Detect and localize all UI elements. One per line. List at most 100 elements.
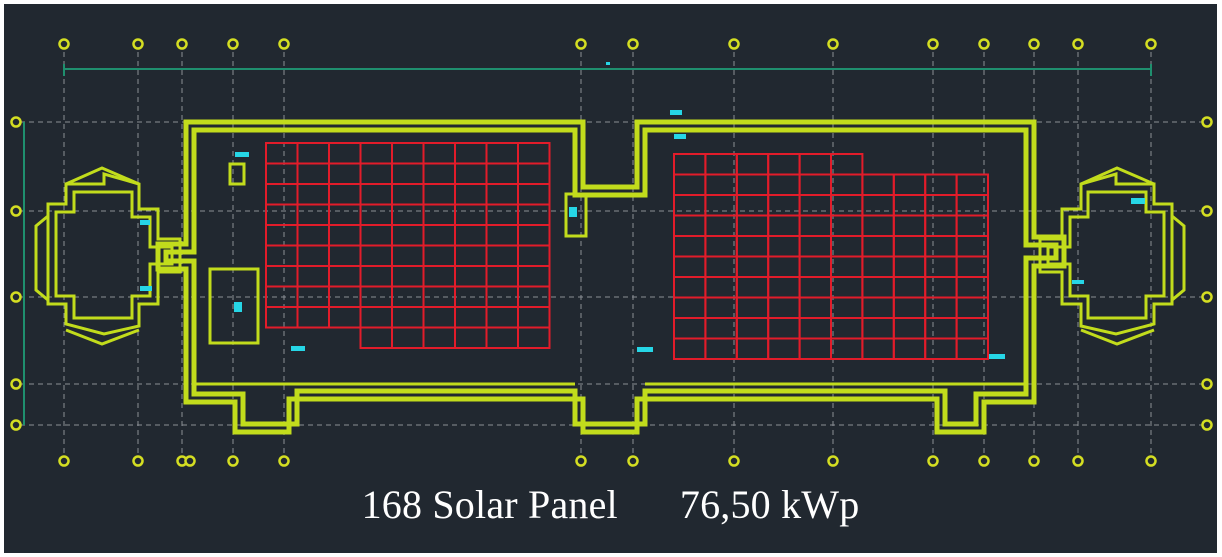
east-array bbox=[673, 153, 989, 360]
axis-bubble bbox=[575, 455, 587, 467]
west-wing-inner bbox=[54, 190, 174, 320]
solar-panel bbox=[861, 337, 895, 360]
axis-bubble bbox=[1072, 38, 1084, 50]
solar-panel bbox=[359, 142, 393, 165]
solar-panel bbox=[955, 235, 989, 258]
solar-panel bbox=[830, 235, 864, 258]
solar-panel bbox=[517, 162, 551, 185]
solar-panel bbox=[892, 337, 927, 360]
solar-panel bbox=[485, 224, 519, 247]
solar-panel bbox=[296, 183, 330, 206]
solar-panel bbox=[422, 244, 456, 267]
solar-panel bbox=[265, 203, 299, 226]
solar-panel bbox=[454, 224, 488, 247]
solar-panel bbox=[517, 265, 551, 288]
solar-panel bbox=[924, 235, 958, 258]
roof-plan-drawing bbox=[10, 38, 1213, 467]
solar-panel bbox=[704, 194, 738, 217]
solar-panel bbox=[422, 162, 456, 185]
axis-bubble bbox=[58, 38, 70, 50]
solar-panel bbox=[892, 255, 927, 278]
axis-bubble bbox=[627, 38, 639, 50]
solar-panel bbox=[767, 255, 801, 278]
solar-panel bbox=[673, 255, 707, 278]
west-bay-window bbox=[34, 212, 50, 304]
solar-panel bbox=[798, 153, 832, 176]
solar-panel bbox=[296, 244, 330, 267]
solar-panel bbox=[924, 255, 958, 278]
axis-bubble bbox=[627, 455, 639, 467]
axis-bubble bbox=[10, 419, 22, 431]
solar-panel bbox=[892, 173, 927, 196]
solar-panel bbox=[485, 203, 519, 226]
solar-panel bbox=[830, 337, 864, 360]
solar-panel bbox=[296, 265, 330, 288]
solar-panel bbox=[704, 276, 738, 299]
solar-panel bbox=[328, 162, 362, 185]
solar-panel bbox=[704, 255, 738, 278]
solar-panel bbox=[892, 296, 927, 319]
annotation-tag bbox=[1072, 280, 1084, 284]
axis-bubble bbox=[1145, 38, 1157, 50]
east-wing-inner bbox=[1046, 190, 1166, 320]
axis-bubble bbox=[1072, 455, 1084, 467]
solar-panel bbox=[735, 317, 770, 340]
solar-panel bbox=[265, 224, 299, 247]
solar-panel bbox=[422, 203, 456, 226]
solar-panel bbox=[955, 296, 989, 319]
solar-panel bbox=[830, 276, 864, 299]
dimension-lines bbox=[23, 62, 1152, 425]
solar-panel bbox=[704, 173, 738, 196]
solar-panel bbox=[892, 276, 927, 299]
axis-bubble bbox=[927, 455, 939, 467]
solar-panel bbox=[391, 183, 425, 206]
solar-panel bbox=[798, 317, 832, 340]
solar-panel bbox=[767, 235, 801, 258]
annotation-tag bbox=[1131, 198, 1145, 204]
annotation-tag bbox=[234, 302, 242, 312]
building-outline bbox=[34, 119, 1186, 435]
solar-panel bbox=[861, 173, 895, 196]
solar-panel bbox=[767, 173, 801, 196]
solar-panel bbox=[892, 214, 927, 237]
solar-panel bbox=[422, 183, 456, 206]
axis-bubble bbox=[978, 455, 990, 467]
solar-panel bbox=[735, 153, 770, 176]
solar-panel bbox=[767, 214, 801, 237]
solar-panel bbox=[454, 203, 488, 226]
solar-panel bbox=[296, 142, 330, 165]
solar-panel bbox=[924, 317, 958, 340]
solar-panel bbox=[830, 255, 864, 278]
solar-panel bbox=[265, 265, 299, 288]
solar-panel bbox=[517, 326, 551, 349]
annotation-tag bbox=[670, 110, 682, 115]
east-wing-outer bbox=[1038, 172, 1174, 336]
axis-bubble bbox=[10, 205, 22, 217]
solar-panel bbox=[735, 276, 770, 299]
solar-panel bbox=[673, 173, 707, 196]
solar-panel bbox=[830, 153, 864, 176]
axis-bubbles bbox=[10, 38, 1213, 467]
east-bay-window bbox=[1170, 212, 1186, 304]
solar-panel bbox=[328, 224, 362, 247]
axis-bubble bbox=[10, 378, 22, 390]
axis-bubble bbox=[1028, 455, 1040, 467]
solar-panel bbox=[735, 337, 770, 360]
solar-panel bbox=[296, 162, 330, 185]
solar-panel bbox=[391, 244, 425, 267]
solar-panel bbox=[422, 265, 456, 288]
solar-panel bbox=[359, 162, 393, 185]
solar-panel bbox=[798, 173, 832, 196]
solar-panel bbox=[517, 203, 551, 226]
axis-bubble bbox=[132, 455, 144, 467]
annotation-tag bbox=[140, 220, 150, 225]
solar-panel bbox=[830, 194, 864, 217]
axis-bubble bbox=[58, 455, 70, 467]
solar-panel bbox=[673, 153, 707, 176]
shaft-outline bbox=[564, 192, 588, 238]
solar-panel bbox=[924, 173, 958, 196]
solar-panel bbox=[830, 173, 864, 196]
solar-panel bbox=[328, 265, 362, 288]
axis-bubble bbox=[1028, 38, 1040, 50]
solar-panel bbox=[767, 317, 801, 340]
